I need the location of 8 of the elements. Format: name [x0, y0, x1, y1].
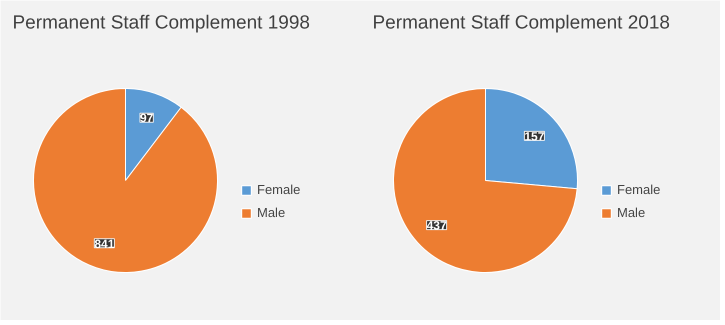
- legend-label: Female: [257, 182, 300, 197]
- data-label: 157: [524, 129, 545, 144]
- legend-label: Male: [617, 205, 646, 220]
- chart-title: Permanent Staff Complement 1998: [12, 12, 310, 34]
- legend-label: Male: [257, 205, 286, 220]
- chart-title: Permanent Staff Complement 2018: [372, 12, 670, 34]
- data-label: 97: [140, 111, 154, 126]
- legend-label: Female: [617, 182, 660, 197]
